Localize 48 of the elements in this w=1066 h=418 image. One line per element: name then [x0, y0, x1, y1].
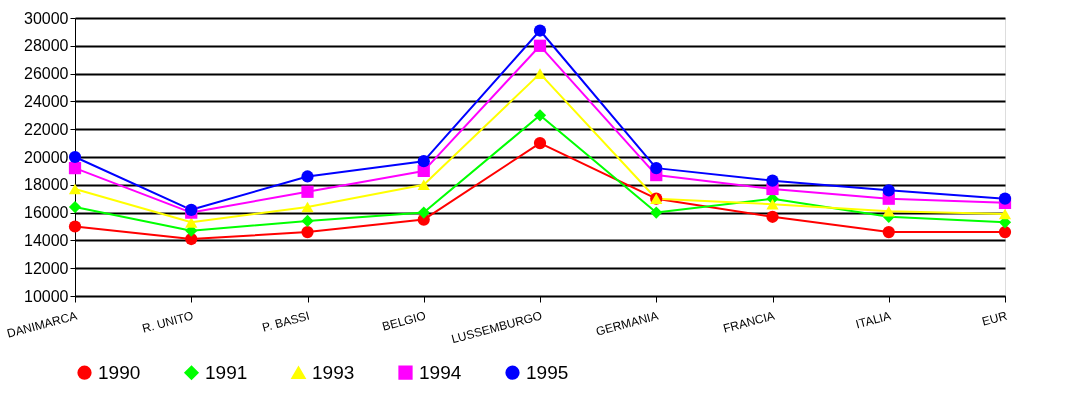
legend-label: 1991 [205, 361, 248, 383]
y-tick-label: 14000 [24, 231, 69, 249]
point [185, 217, 198, 228]
point [650, 162, 663, 175]
legend-label: 1994 [419, 361, 462, 383]
point [301, 185, 314, 198]
point [533, 136, 547, 150]
point [882, 205, 895, 217]
y-tick-label: 10000 [24, 287, 69, 305]
point [533, 39, 547, 52]
legend-label: 1995 [526, 361, 569, 383]
point [998, 208, 1012, 220]
legend-label: 1990 [98, 361, 141, 383]
point [650, 206, 663, 219]
x-tick-label: R. UNITO [140, 308, 195, 336]
point [301, 225, 314, 239]
x-tick-label: BELGIO [380, 308, 428, 334]
point [68, 220, 82, 233]
x-tick-label: P. BASSI [260, 308, 312, 335]
y-tick-label: 16000 [24, 204, 69, 222]
point [68, 183, 82, 195]
point [533, 24, 547, 37]
point [882, 184, 895, 197]
point [417, 206, 430, 219]
point [533, 109, 547, 122]
legend-label: 1993 [312, 361, 355, 383]
point [882, 225, 895, 239]
x-tick-label: ITALIA [854, 308, 893, 332]
y-tick-label: 12000 [24, 259, 69, 277]
point [533, 68, 547, 79]
y-tick-label: 22000 [24, 120, 69, 138]
y-tick-label: 18000 [24, 176, 69, 194]
point [998, 192, 1012, 205]
point [301, 214, 314, 228]
point [68, 150, 82, 164]
point [417, 155, 430, 168]
point [766, 210, 779, 223]
point [68, 200, 82, 214]
y-tick-label: 20000 [24, 148, 69, 166]
x-tick-label: EUR [980, 308, 1009, 329]
y-tick-label: 24000 [24, 92, 69, 110]
point [417, 164, 430, 178]
point [417, 179, 430, 191]
y-tick-label: 28000 [24, 37, 69, 55]
y-tick-label: 26000 [24, 65, 69, 83]
point [68, 162, 82, 175]
y-tick-label: 30000 [24, 9, 69, 27]
point [998, 225, 1012, 239]
